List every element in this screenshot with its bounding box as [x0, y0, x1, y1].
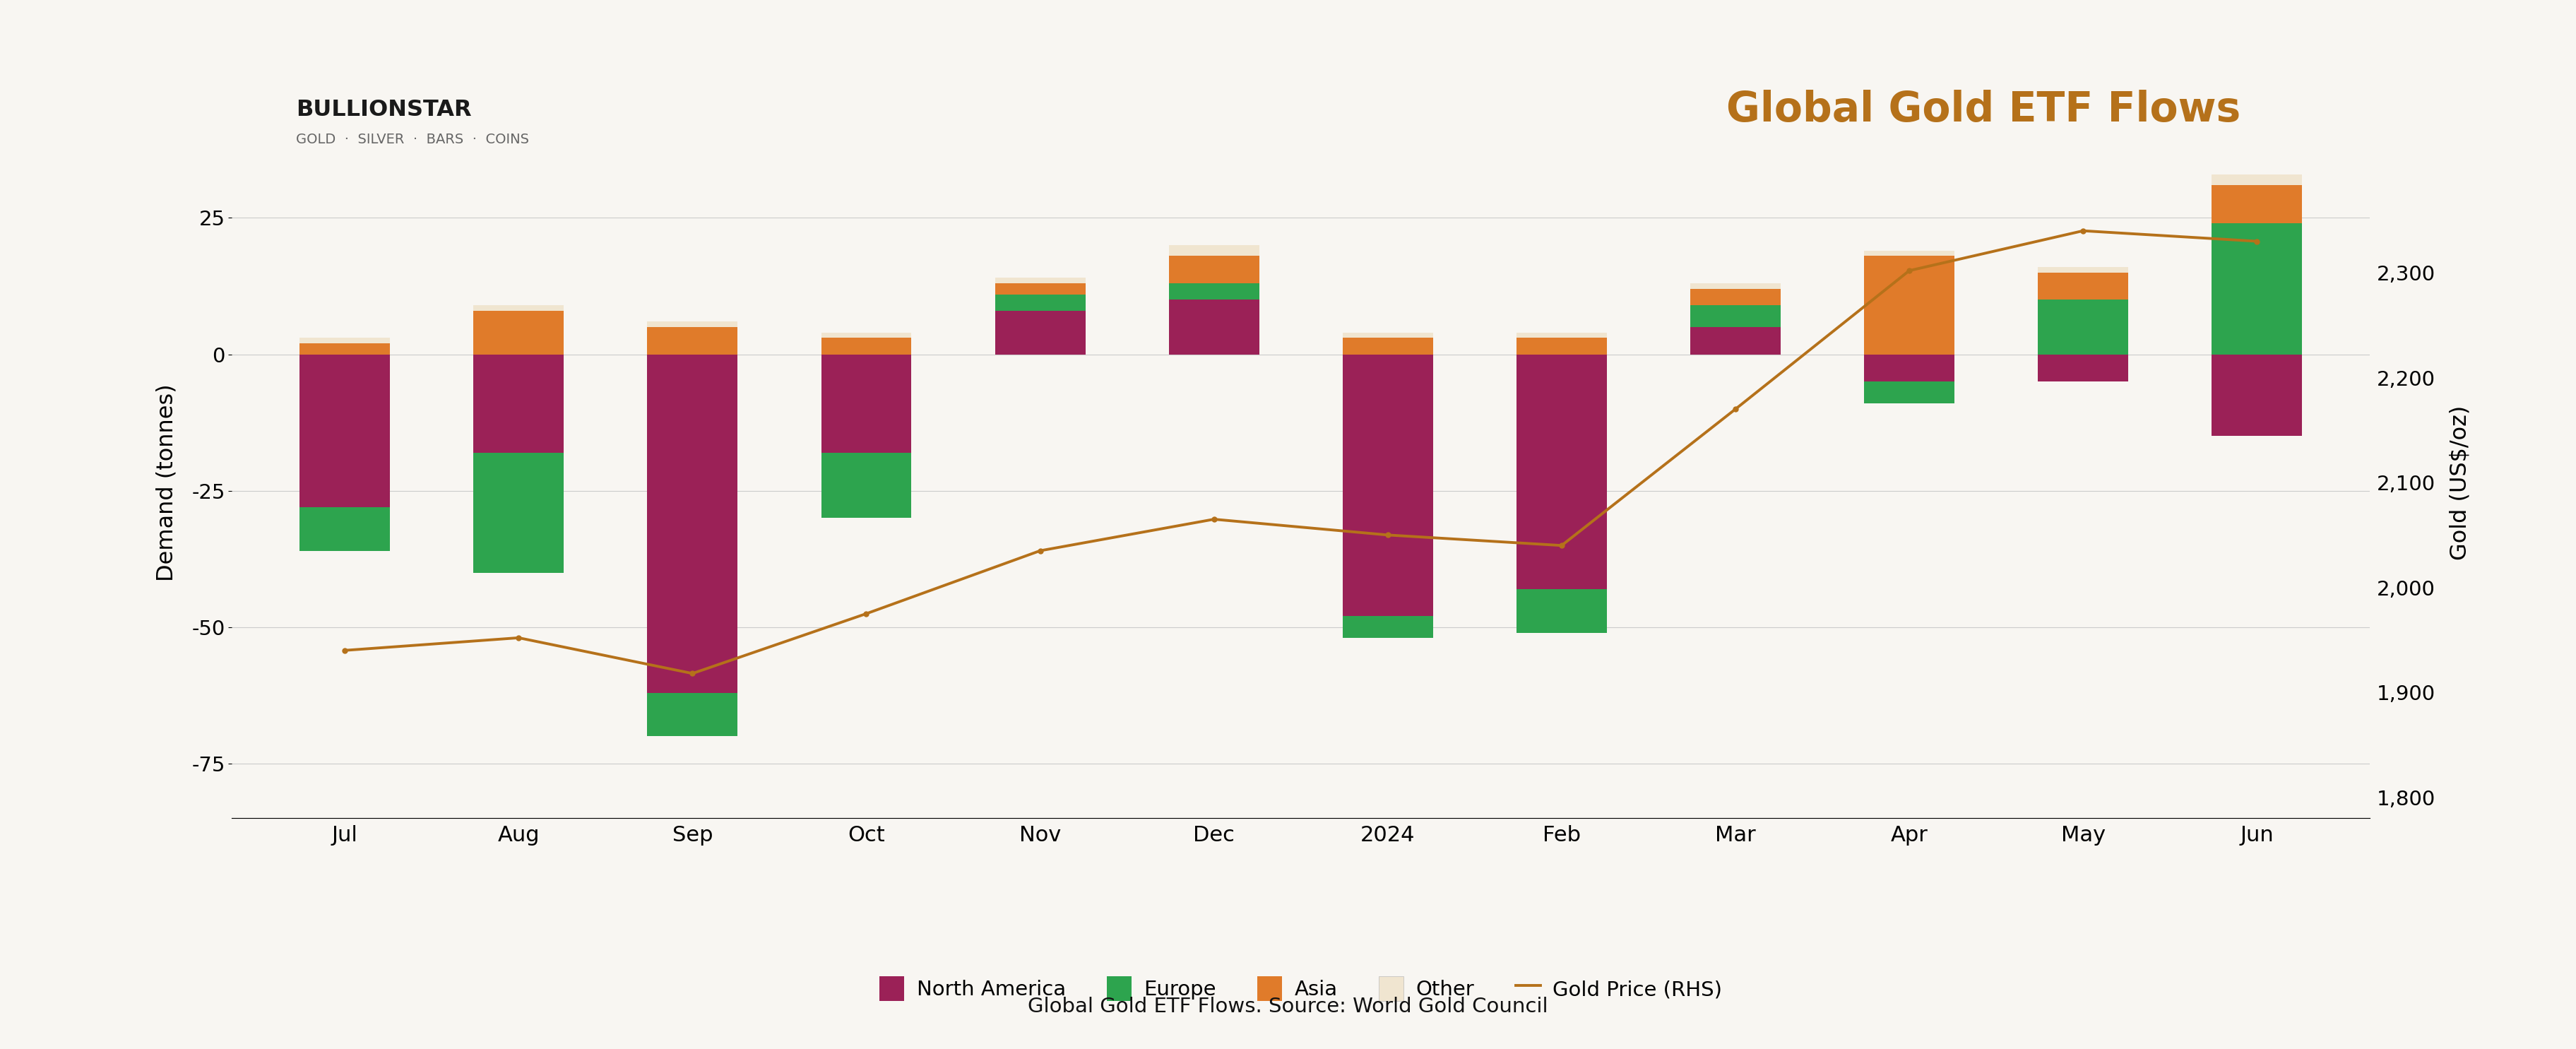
Bar: [1865, 382, 1955, 404]
Bar: [1517, 333, 1607, 338]
Bar: [1517, 338, 1607, 355]
Bar: [1865, 256, 1955, 355]
Bar: [1865, 355, 1955, 382]
Bar: [299, 355, 389, 507]
Bar: [2038, 300, 2128, 355]
Text: Global Gold ETF Flows. Source: World Gold Council: Global Gold ETF Flows. Source: World Gol…: [1028, 997, 1548, 1016]
Bar: [822, 333, 912, 338]
Bar: [1342, 333, 1432, 338]
Bar: [994, 311, 1084, 355]
Bar: [1342, 616, 1432, 638]
Text: Global Gold ETF Flows: Global Gold ETF Flows: [1726, 90, 2241, 130]
Bar: [1170, 300, 1260, 355]
Bar: [2213, 355, 2303, 436]
Bar: [1690, 288, 1780, 305]
Bar: [1517, 355, 1607, 588]
Bar: [2213, 185, 2303, 223]
Bar: [299, 343, 389, 355]
Bar: [2038, 266, 2128, 273]
Bar: [474, 311, 564, 355]
Bar: [474, 305, 564, 311]
Legend: North America, Europe, Asia, Other, Gold Price (RHS): North America, Europe, Asia, Other, Gold…: [871, 968, 1731, 1009]
Bar: [2038, 273, 2128, 300]
Bar: [299, 338, 389, 343]
Bar: [1170, 283, 1260, 300]
Bar: [2038, 355, 2128, 382]
Bar: [474, 452, 564, 573]
Bar: [822, 338, 912, 355]
Bar: [822, 355, 912, 452]
Bar: [1690, 283, 1780, 288]
Bar: [1690, 305, 1780, 327]
Bar: [299, 507, 389, 551]
Bar: [2213, 223, 2303, 355]
Bar: [1342, 355, 1432, 616]
Y-axis label: Gold (US$/oz): Gold (US$/oz): [2450, 405, 2470, 560]
Text: GOLD  ·  SILVER  ·  BARS  ·  COINS: GOLD · SILVER · BARS · COINS: [296, 133, 528, 146]
Y-axis label: Demand (tonnes): Demand (tonnes): [157, 384, 178, 581]
Bar: [647, 322, 737, 327]
Bar: [1342, 338, 1432, 355]
Text: BULLIONSTAR: BULLIONSTAR: [296, 100, 471, 121]
Bar: [647, 692, 737, 736]
Bar: [1170, 256, 1260, 283]
Bar: [647, 355, 737, 692]
Bar: [647, 327, 737, 355]
Bar: [994, 294, 1084, 311]
Bar: [1517, 588, 1607, 633]
Bar: [2213, 174, 2303, 185]
Bar: [1690, 327, 1780, 355]
Bar: [994, 278, 1084, 283]
Bar: [1170, 245, 1260, 256]
Bar: [994, 283, 1084, 294]
Bar: [822, 452, 912, 518]
Bar: [1865, 251, 1955, 256]
Bar: [474, 355, 564, 452]
